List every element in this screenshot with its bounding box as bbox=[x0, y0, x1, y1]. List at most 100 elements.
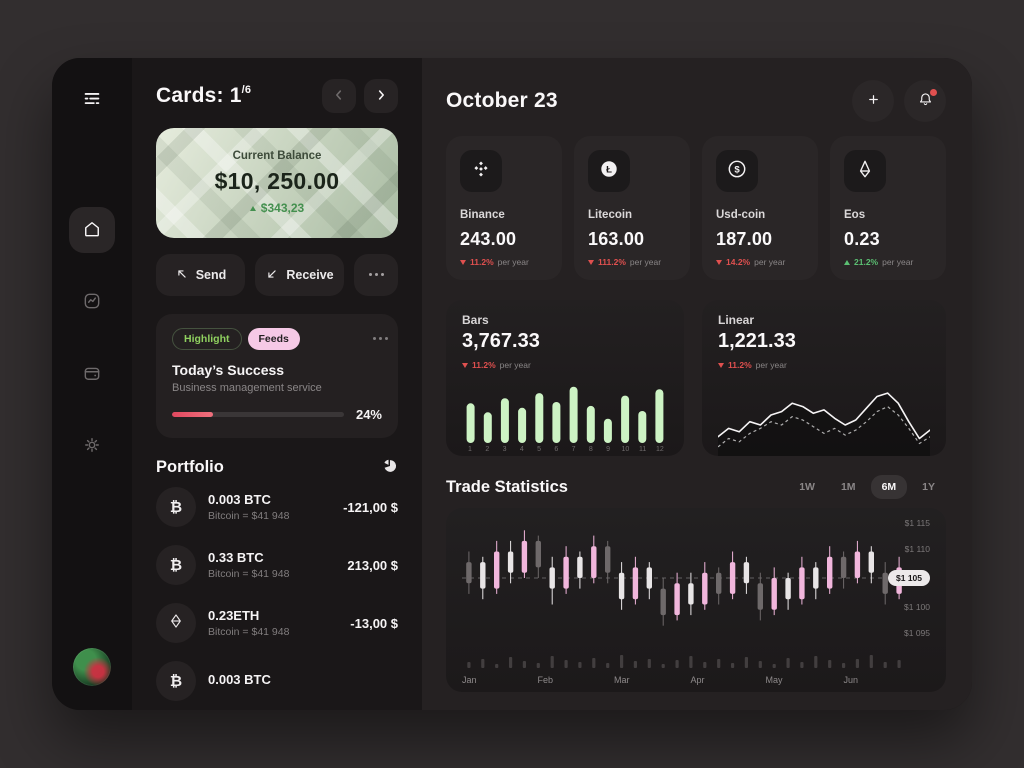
balance-card[interactable]: Current Balance $10, 250.00 $343,23 bbox=[156, 128, 398, 238]
more-dots-icon bbox=[379, 337, 382, 341]
highlight-tag[interactable]: Highlight bbox=[172, 327, 242, 350]
more-dots-icon bbox=[374, 273, 378, 277]
receive-icon bbox=[265, 267, 278, 283]
month-tick: Apr bbox=[690, 675, 705, 685]
progress-fill bbox=[172, 411, 214, 417]
feeds-tag[interactable]: Feeds bbox=[247, 327, 300, 350]
progress-bar bbox=[172, 411, 344, 417]
portfolio-row[interactable]: ₿ 0.33 BTC Bitcoin = $41 948 213,00 $ bbox=[156, 536, 398, 594]
wallet-icon bbox=[82, 363, 102, 386]
portfolio-title: Portfolio bbox=[156, 458, 224, 477]
svg-text:$: $ bbox=[734, 164, 740, 175]
activity-icon bbox=[82, 291, 102, 314]
home-icon bbox=[82, 219, 102, 242]
portfolio-list: ₿ 0.003 BTC Bitcoin = $41 948 -121,00 $ … bbox=[156, 478, 398, 710]
coin-value: 187.00 bbox=[716, 229, 773, 249]
linear-card: Linear 1,221.33 11.2% per year bbox=[702, 300, 946, 456]
portfolio-row[interactable]: ₿ 0.003 BTC Bitcoin = $41 948 -121,00 $ bbox=[156, 478, 398, 536]
bitcoin-icon: ₿ bbox=[169, 672, 183, 690]
ethereum-icon bbox=[168, 613, 184, 634]
trend-icon bbox=[716, 259, 722, 265]
prev-card-button[interactable] bbox=[322, 79, 356, 113]
notification-dot bbox=[930, 89, 937, 96]
success-more-button[interactable] bbox=[379, 328, 382, 350]
receive-button[interactable]: Receive bbox=[255, 253, 344, 296]
month-tick: Jun bbox=[843, 675, 858, 685]
linear-chart bbox=[718, 392, 930, 456]
app-window: Cards: 1/6 Current Balance $10, 250.00 bbox=[52, 58, 972, 710]
sidebar-item-wallet[interactable] bbox=[69, 351, 115, 397]
pie-chart-icon bbox=[382, 458, 398, 477]
cards-count: /6 bbox=[241, 84, 252, 96]
stats-row: Binance 243.00 11.2% per year Ł Litecoin… bbox=[446, 136, 946, 280]
next-card-button[interactable] bbox=[364, 79, 398, 113]
coin-value: 0.23 bbox=[844, 229, 880, 249]
card-actions: Send Receive bbox=[156, 253, 398, 296]
trend-down-icon bbox=[462, 362, 468, 368]
sidebar-item-activity[interactable] bbox=[69, 279, 115, 325]
coin-value: 163.00 bbox=[588, 229, 645, 249]
bitcoin-icon: ₿ bbox=[169, 556, 183, 574]
notifications-button[interactable] bbox=[904, 80, 946, 122]
cards-panel: Cards: 1/6 Current Balance $10, 250.00 bbox=[132, 58, 422, 710]
asset-name: 0.33 BTC bbox=[208, 550, 264, 565]
plus-icon bbox=[866, 92, 881, 110]
coin-name: Eos bbox=[844, 209, 866, 221]
bell-icon bbox=[917, 91, 934, 111]
main-panel: October 23 Binance 243.00 bbox=[422, 58, 972, 710]
range-1y[interactable]: 1Y bbox=[911, 475, 946, 499]
linear-label: Linear bbox=[718, 313, 755, 327]
user-avatar[interactable] bbox=[73, 648, 111, 686]
balance-amount: $10, 250.00 bbox=[214, 168, 340, 195]
card-more-button[interactable] bbox=[354, 253, 398, 296]
bars-chart bbox=[466, 386, 664, 443]
sidebar-item-settings[interactable] bbox=[69, 423, 115, 469]
trend-icon bbox=[844, 259, 850, 265]
asset-name: 0.003 BTC bbox=[208, 492, 271, 507]
price-tick: $1 110 bbox=[904, 544, 930, 554]
portfolio-pie-button[interactable] bbox=[382, 458, 398, 477]
binance-icon bbox=[470, 158, 492, 185]
price-tick: $1 095 bbox=[904, 628, 930, 638]
portfolio-row[interactable]: 0.23ETH Bitcoin = $41 948 -13,00 $ bbox=[156, 594, 398, 652]
date-title: October 23 bbox=[446, 89, 558, 112]
eos-icon bbox=[854, 158, 876, 185]
range-selector: 1W 1M 6M 1Y bbox=[788, 475, 946, 499]
asset-detail: Bitcoin = $41 948 bbox=[208, 510, 290, 522]
price-tick: $1 115 bbox=[904, 518, 930, 528]
stat-card: Ł Litecoin 163.00 111.2% per year bbox=[574, 136, 690, 280]
coin-change: 111.2% per year bbox=[588, 257, 676, 267]
bars-x-labels: 1 2 3 4 5 6 7 8 9 10 11 12 bbox=[468, 446, 664, 453]
asset-value: -13,00 $ bbox=[350, 615, 398, 631]
logo-icon[interactable] bbox=[81, 88, 103, 115]
add-button[interactable] bbox=[852, 80, 894, 122]
balance-label: Current Balance bbox=[232, 150, 322, 163]
send-icon bbox=[175, 267, 188, 283]
cards-title: Cards: 1/6 bbox=[156, 84, 252, 107]
success-card: Highlight Feeds Today’s Success Business… bbox=[156, 313, 398, 438]
price-tick: $1 100 bbox=[904, 602, 930, 612]
coin-name: Usd-coin bbox=[716, 209, 766, 221]
asset-name: 0.23ETH bbox=[208, 608, 260, 623]
candlestick-chart bbox=[462, 530, 906, 668]
asset-detail: Bitcoin = $41 948 bbox=[208, 568, 290, 580]
sidebar-nav bbox=[69, 207, 115, 469]
coin-change: 21.2% per year bbox=[844, 257, 932, 267]
card-pager bbox=[322, 79, 398, 113]
range-1m[interactable]: 1M bbox=[830, 475, 867, 499]
chevron-left-icon bbox=[332, 88, 346, 105]
coin-name: Binance bbox=[460, 209, 505, 221]
portfolio-row[interactable]: ₿ 0.003 BTC bbox=[156, 652, 398, 710]
stat-card: Eos 0.23 21.2% per year bbox=[830, 136, 946, 280]
linear-value: 1,221.33 bbox=[718, 330, 796, 352]
range-1w[interactable]: 1W bbox=[788, 475, 826, 499]
send-button[interactable]: Send bbox=[156, 253, 245, 296]
success-title: Today’s Success bbox=[172, 361, 285, 378]
progress-label: 24% bbox=[355, 406, 382, 422]
sidebar-item-home[interactable] bbox=[69, 207, 115, 253]
month-tick: Feb bbox=[537, 675, 554, 685]
price-axis: $1 115 $1 110 $1 105 $1 100 $1 095 bbox=[876, 518, 930, 638]
range-6m[interactable]: 6M bbox=[870, 475, 908, 499]
asset-detail: Bitcoin = $41 948 bbox=[208, 626, 290, 638]
trend-down-icon bbox=[718, 362, 724, 368]
